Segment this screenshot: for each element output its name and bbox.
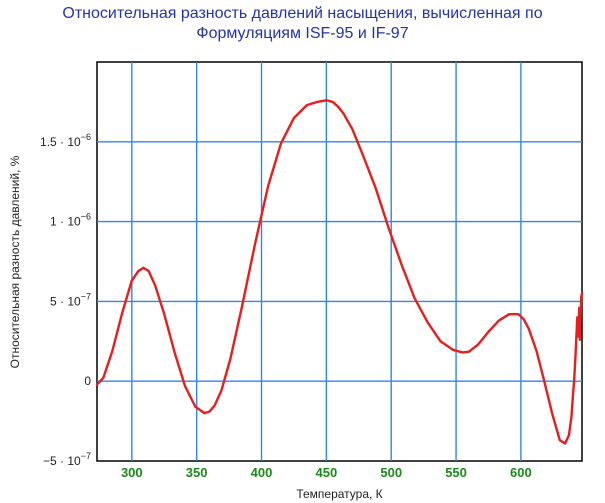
x-tick-label-4: 500 bbox=[380, 465, 402, 480]
y-tick-label-1: 1 · 10−6 bbox=[50, 212, 91, 229]
x-tick-label-2: 400 bbox=[251, 465, 273, 480]
chart-title-line-2: Формуляциям ISF-95 и IF-97 bbox=[196, 25, 409, 42]
x-axis-label: Температура, К bbox=[296, 487, 382, 501]
y-tick-label-4: −5 · 10−7 bbox=[43, 451, 91, 468]
y-tick-label-0: 1.5 · 10−6 bbox=[40, 132, 91, 149]
y-tick-labels: 1.5 · 10−6 1 · 10−6 5 · 10−7 0 −5 · 10−7 bbox=[40, 132, 91, 468]
y-tick-label-2: 5 · 10−7 bbox=[50, 291, 91, 308]
grid bbox=[97, 62, 582, 461]
chart-title: Относительная разность давлений насыщени… bbox=[0, 4, 605, 44]
y-axis-label: Относительная разность давлений, % bbox=[8, 155, 22, 368]
x-tick-label-1: 350 bbox=[186, 465, 208, 480]
x-tick-label-3: 450 bbox=[316, 465, 338, 480]
x-tick-label-5: 550 bbox=[445, 465, 467, 480]
x-tick-label-6: 600 bbox=[510, 465, 532, 480]
series-line-0 bbox=[95, 99, 584, 445]
plot-area bbox=[96, 61, 583, 462]
series-layer bbox=[95, 99, 584, 445]
x-tick-labels: 300 350 400 450 500 550 600 bbox=[121, 465, 532, 480]
x-tick-label-0: 300 bbox=[121, 465, 143, 480]
y-tick-label-3: 0 bbox=[84, 374, 91, 388]
chart-title-line-1: Относительная разность давлений насыщени… bbox=[62, 5, 543, 22]
